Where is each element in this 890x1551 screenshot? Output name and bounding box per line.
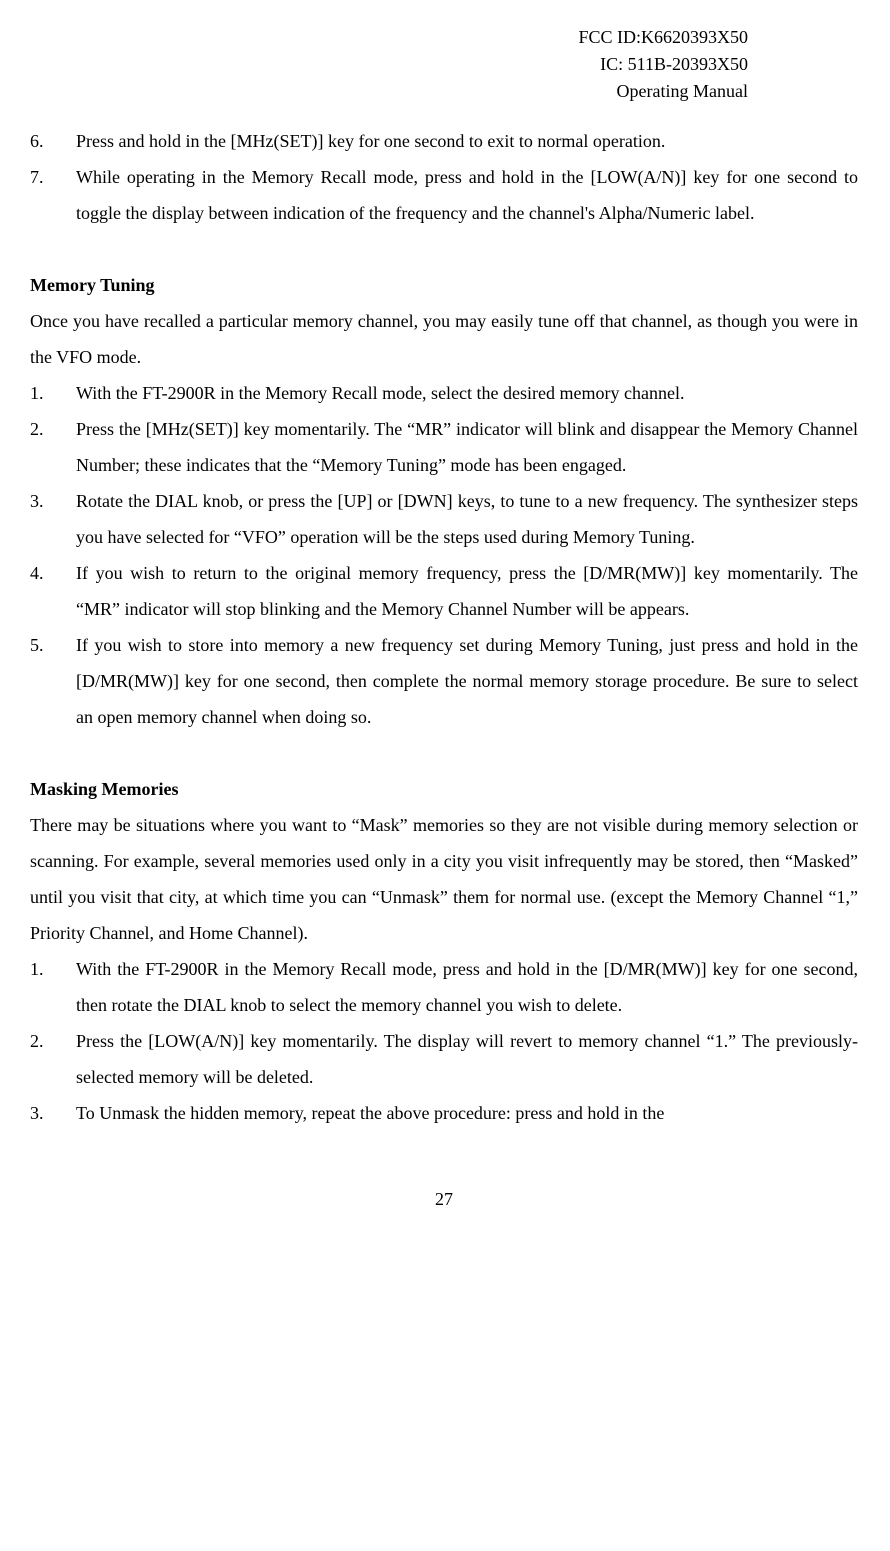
list-item: While operating in the Memory Recall mod… [30, 159, 858, 231]
list-item: If you wish to return to the original me… [30, 555, 858, 627]
list-item: With the FT-2900R in the Memory Recall m… [30, 951, 858, 1023]
list-item: Press and hold in the [MHz(SET)] key for… [30, 123, 858, 159]
page-header: FCC ID:K6620393X50 IC: 511B-20393X50 Ope… [30, 24, 858, 105]
list-item: Press the [MHz(SET)] key momentarily. Th… [30, 411, 858, 483]
list-item: To Unmask the hidden memory, repeat the … [30, 1095, 858, 1131]
list-item: Rotate the DIAL knob, or press the [UP] … [30, 483, 858, 555]
list-item: With the FT-2900R in the Memory Recall m… [30, 375, 858, 411]
header-manual: Operating Manual [30, 78, 748, 105]
header-fcc-id: FCC ID:K6620393X50 [30, 24, 748, 51]
memory-tuning-list: With the FT-2900R in the Memory Recall m… [30, 375, 858, 735]
masking-memories-list: With the FT-2900R in the Memory Recall m… [30, 951, 858, 1131]
list-item: Press the [LOW(A/N)] key momentarily. Th… [30, 1023, 858, 1095]
section-title-masking-memories: Masking Memories [30, 771, 858, 807]
page-number: 27 [30, 1181, 858, 1217]
section-title-memory-tuning: Memory Tuning [30, 267, 858, 303]
section-intro-masking-memories: There may be situations where you want t… [30, 807, 858, 951]
continuation-list: Press and hold in the [MHz(SET)] key for… [30, 123, 858, 231]
document-page: FCC ID:K6620393X50 IC: 511B-20393X50 Ope… [0, 0, 890, 1257]
section-intro-memory-tuning: Once you have recalled a particular memo… [30, 303, 858, 375]
header-ic: IC: 511B-20393X50 [30, 51, 748, 78]
list-item: If you wish to store into memory a new f… [30, 627, 858, 735]
